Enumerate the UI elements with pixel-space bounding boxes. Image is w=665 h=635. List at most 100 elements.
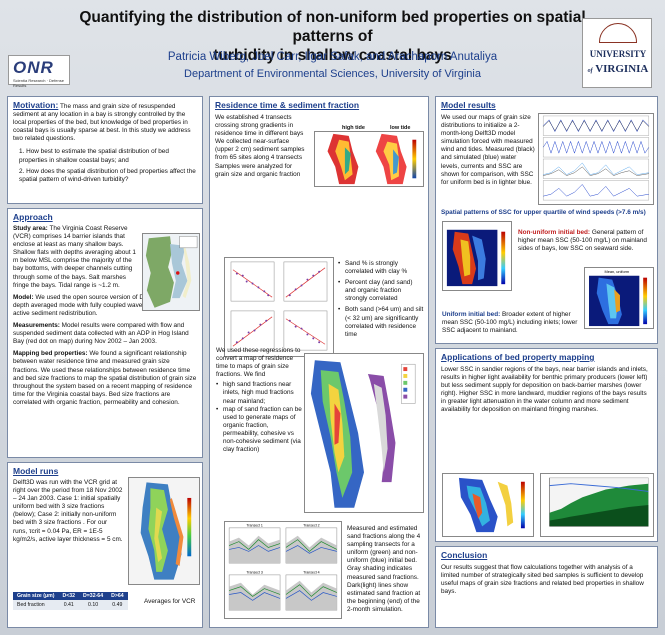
- residence-time-maps: [314, 131, 424, 187]
- legend-swatch: [403, 367, 408, 372]
- residence-heading: Residence time & sediment fraction: [215, 100, 360, 110]
- secondary-map-outer: [367, 374, 396, 483]
- poster-title: Quantifying the distribution of non-unif…: [70, 8, 595, 65]
- measurements-text: Measurements: Model results were compare…: [13, 322, 197, 346]
- title-line-1: Quantifying the distribution of non-unif…: [79, 9, 586, 45]
- model-results-heading: Model results: [441, 100, 496, 110]
- inset-map: [179, 236, 198, 249]
- uva-of: of: [587, 68, 593, 74]
- uniform-label: Uniform initial bed:: [442, 311, 501, 318]
- approach-section: Approach Study area: The Virginia Coast …: [7, 208, 203, 458]
- transect-label-4: Transect 4: [303, 570, 320, 574]
- marsh-lower-fill: [549, 505, 649, 527]
- uva-logo: UNIVERSITY of VIRGINIA: [582, 18, 652, 88]
- legend-swatch: [403, 374, 408, 378]
- table-cell: Bed fraction: [17, 602, 45, 608]
- mapping-label: Mapping bed properties:: [13, 350, 88, 358]
- study-area-body: The Virginia Coast Reserve (VCR) compris…: [13, 225, 136, 289]
- transect-label-1: Transect 1: [246, 523, 263, 527]
- vcr-location-map: [142, 233, 200, 311]
- grain-size-table-header: Grain size (μm) D<32 D=32-64 D>64: [13, 592, 128, 600]
- transects-caption: Measured and estimated sand fractions al…: [347, 525, 421, 613]
- grid-barrier: [169, 497, 184, 566]
- nonuniform-body: General pattern of higher mean SSC (50-1…: [518, 229, 647, 253]
- regression-intro: We used these regressions to convert a m…: [216, 347, 301, 379]
- regression-line-3: [232, 316, 273, 347]
- table-header-cell: Grain size (μm): [17, 593, 55, 599]
- ssc-nonuniform-map: [442, 221, 512, 291]
- model-runs-heading: Model runs: [13, 466, 59, 476]
- scatter-points: [235, 270, 321, 344]
- scatter-panel-1: [230, 261, 275, 302]
- motivation-text: The mass and grain size of resuspended s…: [13, 103, 191, 143]
- transect-label-3: Transect 3: [246, 570, 263, 574]
- poster-header: Quantifying the distribution of non-unif…: [0, 0, 665, 92]
- onr-logo-text: ONR: [13, 58, 54, 77]
- regression-bullet: map of sand fraction can be used to gene…: [216, 406, 302, 455]
- uniform-body: Broader extent of higher mean SSC (50-10…: [442, 311, 578, 335]
- grid-flats: [154, 507, 163, 563]
- model-label: Model:: [13, 293, 34, 301]
- low-tide-map-inner: [393, 149, 399, 175]
- nonuniform-label: Non-uniform initial bed:: [518, 229, 591, 236]
- department: Department of Environmental Sciences, Un…: [184, 68, 481, 80]
- marsh-elevation-line: [549, 483, 649, 492]
- legend-swatch: [403, 387, 408, 392]
- transect-panel-1: [228, 527, 281, 564]
- nonuniform-text: Non-uniform initial bed: General pattern…: [518, 229, 654, 253]
- scatter-panel-2: [283, 261, 328, 302]
- regression-line-4: [285, 318, 326, 345]
- measurements-body: Model results were compared with flow an…: [13, 322, 189, 346]
- table-cell: 0.10: [88, 602, 99, 608]
- title-line-2: turbidity in shallow coastal bays: [213, 47, 452, 64]
- motivation-heading: Motivation:: [13, 100, 59, 110]
- model-runs-section: Model runs Delft3D was run with the VCR …: [7, 462, 203, 628]
- scatter-panel-4: [283, 310, 328, 351]
- transect-label-2: Transect 2: [303, 523, 320, 527]
- regression-scatter-plots: [224, 257, 334, 357]
- vcr-bay-shape: [170, 244, 188, 299]
- conclusion-heading: Conclusion: [441, 550, 488, 560]
- uniform-ssc-high: [614, 289, 620, 313]
- sand-map-high: [334, 403, 341, 445]
- transect-panel-2: [285, 527, 338, 564]
- light-map-inlet: [497, 481, 514, 527]
- grain-size-table: Grain size (μm) D<32 D=32-64 D>64 Bed fr…: [13, 592, 128, 610]
- motivation-q2: 2. How does the spatial distribution of …: [19, 167, 196, 183]
- residence-bullet: Percent clay (and sand) and organic frac…: [338, 279, 424, 303]
- vcr-barrier-islands: [182, 247, 192, 299]
- regression-bullet: high sand fractions near inlets, high mu…: [216, 381, 302, 405]
- vcr-land-shape: [145, 236, 174, 308]
- grid-colorbar: [187, 497, 192, 557]
- applications-section: Applications of bed property mapping Low…: [435, 348, 658, 542]
- motivation-q1: 1. How best to estimate the spatial dist…: [19, 148, 169, 164]
- residence-bullets: Sand % is strongly correlated with clay …: [338, 260, 424, 339]
- uva-name-line2: of VIRGINIA: [585, 63, 651, 75]
- model-results-section: Model results We used our maps of grain …: [435, 96, 658, 344]
- measurements-label: Measurements:: [13, 322, 60, 330]
- secondary-map-inner: [373, 383, 388, 473]
- table-cell: 0.41: [63, 602, 74, 608]
- transect-plots: Transect 1 Transect 2 Transect 3 Transec…: [224, 521, 342, 619]
- sand-fraction-maps: [304, 353, 424, 513]
- light-map-high: [472, 493, 483, 519]
- current-panel: [542, 137, 650, 158]
- ssc-panel-1: [542, 158, 650, 179]
- model-body: We used the open source version of Delft…: [13, 293, 196, 317]
- ssc-uniform-map: Mean, uniform: [584, 267, 654, 329]
- light-map-colorbar: [520, 481, 525, 529]
- table-row: Bed fraction 0.41 0.10 0.49: [13, 600, 128, 610]
- residence-colorbar: [412, 139, 417, 179]
- residence-bullet: Both sand (>64 um) and silt (< 32 um) ar…: [338, 306, 424, 338]
- high-tide-label: high tide: [342, 125, 365, 131]
- onr-logo-subtitle: Scientia Research · Defense Results: [13, 78, 64, 88]
- regression-line-2: [285, 267, 326, 298]
- authors: Patricia Wiberg, Joel Carr, Ilgar Safak,…: [167, 51, 498, 63]
- residence-bullet: Sand % is strongly correlated with clay …: [338, 260, 424, 276]
- onr-logo: ONR Scientia Research · Defense Results: [8, 55, 70, 88]
- scatter-panel-3: [230, 310, 275, 351]
- model-text: Model: We used the open source version o…: [13, 294, 197, 318]
- applications-body: Lower SSC in sandier regions of the bays…: [441, 366, 648, 414]
- uniform-colorbar: [643, 277, 648, 325]
